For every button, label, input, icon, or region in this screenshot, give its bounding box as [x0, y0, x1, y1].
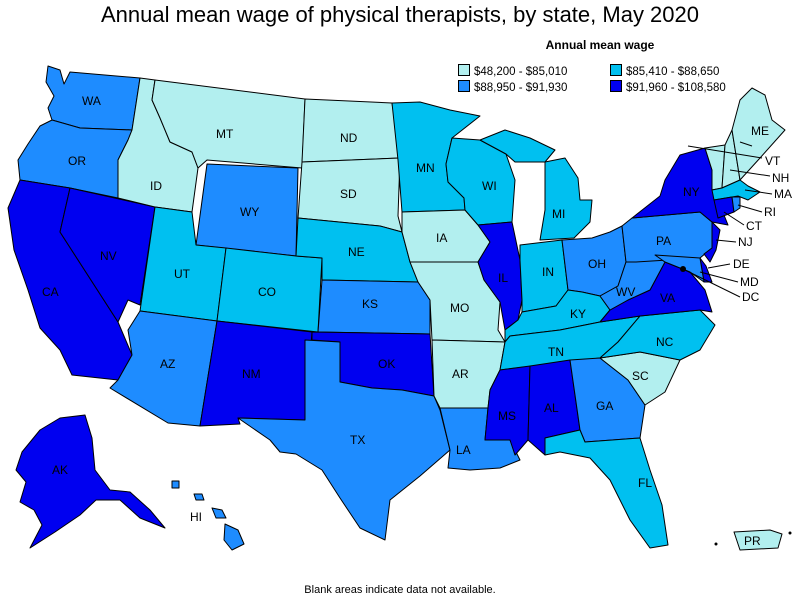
state-fl[interactable]: [544, 429, 669, 549]
state-hi[interactable]: [223, 523, 245, 551]
label-md: MD: [740, 275, 759, 289]
footnote: Blank areas indicate data not available.: [304, 584, 496, 596]
label-wy: WY: [240, 205, 259, 219]
state-ri[interactable]: [731, 196, 741, 213]
label-ut: UT: [174, 267, 191, 281]
label-nv: NV: [100, 249, 117, 263]
legend-item-3: $88,950 - $91,930: [458, 80, 567, 94]
legend-item-4: $91,960 - $108,580: [610, 80, 726, 94]
state-nj[interactable]: [703, 221, 721, 263]
label-mo: MO: [450, 301, 469, 315]
leader-dc: [682, 268, 741, 298]
pr-island-dot: [714, 542, 718, 546]
label-ks: KS: [362, 297, 378, 311]
label-ak: AK: [52, 463, 68, 477]
label-ky: KY: [570, 307, 586, 321]
label-pa: PA: [656, 234, 671, 248]
legend-item-2: $85,410 - $88,650: [610, 64, 719, 78]
state-ct[interactable]: [713, 196, 735, 219]
legend-label-1: $48,200 - $85,010: [474, 66, 568, 78]
label-pr: PR: [744, 534, 761, 548]
label-ne: NE: [348, 245, 365, 259]
leader-ri: [737, 204, 763, 213]
label-or: OR: [68, 154, 86, 168]
label-de: DE: [733, 257, 750, 271]
label-me: ME: [751, 124, 769, 138]
label-sc: SC: [632, 369, 649, 383]
state-hi-maui[interactable]: [211, 507, 227, 519]
state-mi-upper[interactable]: [479, 129, 556, 163]
legend-swatch-4: [610, 80, 622, 92]
legend-title: Annual mean wage: [545, 38, 655, 52]
label-tx: TX: [350, 433, 365, 447]
label-ga: GA: [596, 399, 613, 413]
label-ri: RI: [764, 205, 776, 219]
label-va: VA: [660, 291, 675, 305]
label-ca: CA: [42, 285, 59, 299]
label-oh: OH: [588, 257, 606, 271]
label-co: CO: [258, 285, 276, 299]
state-hi-oahu[interactable]: [193, 493, 205, 501]
label-ms: MS: [498, 409, 516, 423]
label-il: IL: [498, 271, 508, 285]
label-nm: NM: [242, 367, 261, 381]
legend-label-2: $85,410 - $88,650: [626, 66, 720, 78]
label-nj: NJ: [738, 235, 753, 249]
leader-md: [699, 271, 739, 283]
pr-island-dot-east: [788, 531, 792, 535]
label-al: AL: [544, 401, 559, 415]
label-fl: FL: [638, 476, 652, 490]
label-wv: WV: [616, 285, 635, 299]
leader-nj: [715, 239, 737, 243]
label-az: AZ: [160, 357, 175, 371]
state-ak[interactable]: [15, 414, 166, 549]
label-wa: WA: [82, 94, 101, 108]
state-pr[interactable]: [733, 529, 783, 551]
label-vt: VT: [765, 154, 781, 168]
leader-de: [707, 263, 731, 269]
label-tn: TN: [548, 345, 564, 359]
state-hi-kauai[interactable]: [171, 480, 180, 489]
legend-swatch-2: [610, 64, 622, 76]
label-ma: MA: [774, 187, 792, 201]
label-nh: NH: [772, 171, 789, 185]
leader-ma: [744, 189, 773, 195]
state-tx[interactable]: [237, 339, 451, 541]
label-mn: MN: [416, 161, 435, 175]
legend-swatch-3: [458, 80, 470, 92]
label-in: IN: [542, 265, 554, 279]
label-ok: OK: [378, 357, 395, 371]
label-sd: SD: [340, 187, 357, 201]
label-ar: AR: [452, 367, 469, 381]
leader-ct: [723, 211, 745, 226]
legend-swatch-1: [458, 64, 470, 76]
legend-item-1: $48,200 - $85,010: [458, 64, 567, 78]
leader-vt: [739, 141, 753, 147]
state-md[interactable]: [654, 254, 705, 283]
label-ia: IA: [436, 231, 447, 245]
state-co[interactable]: [216, 247, 323, 333]
label-la: LA: [456, 443, 471, 457]
leader-nh: [729, 169, 771, 177]
label-wi: WI: [482, 179, 497, 193]
map-title: Annual mean wage of physical therapists,…: [100, 2, 699, 27]
leader-vt-line: [687, 145, 763, 159]
label-mi: MI: [552, 207, 565, 221]
label-ct: CT: [746, 219, 763, 233]
label-dc: DC: [742, 290, 760, 304]
state-ks[interactable]: [317, 279, 431, 335]
label-mt: MT: [216, 127, 234, 141]
legend-label-3: $88,950 - $91,930: [474, 82, 568, 94]
label-nd: ND: [340, 131, 358, 145]
state-mi[interactable]: [539, 157, 593, 241]
label-hi: HI: [190, 510, 202, 524]
label-nc: NC: [656, 335, 674, 349]
label-id: ID: [150, 179, 162, 193]
label-ny: NY: [683, 185, 700, 199]
legend-label-4: $91,960 - $108,580: [626, 82, 726, 94]
